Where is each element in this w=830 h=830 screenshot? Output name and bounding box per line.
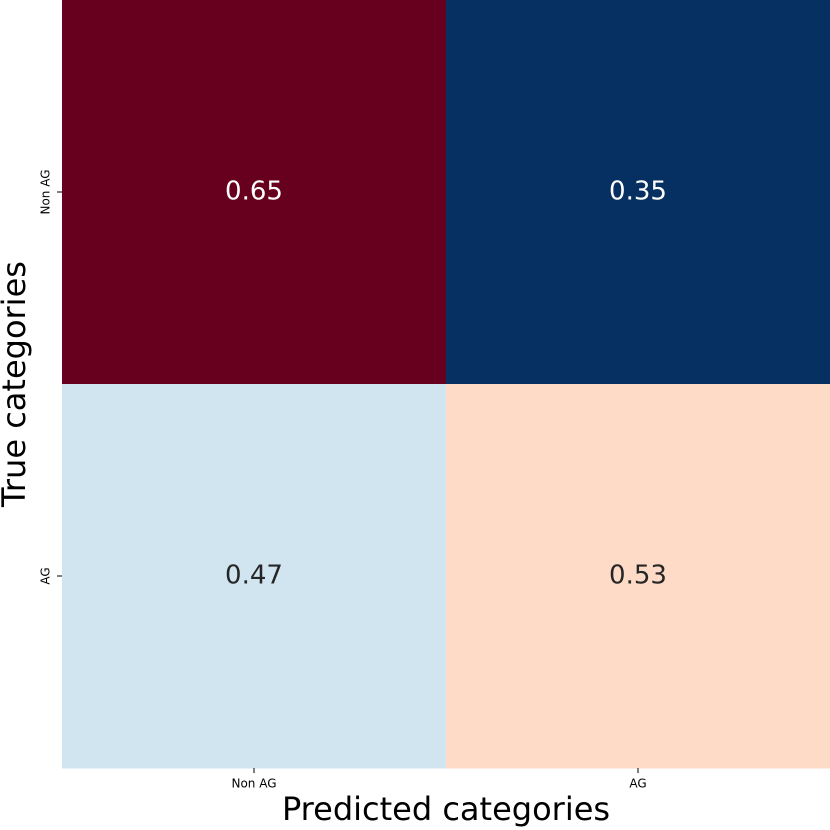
heatmap-cell [446,0,830,385]
x-tick-label: AG [629,777,646,791]
heatmap-cell [62,384,447,769]
cell-label: 0.53 [609,561,667,591]
cell-label: 0.47 [225,561,283,591]
y-axis-label: True categories [0,261,33,508]
x-tick-label: Non AG [231,777,276,791]
x-axis-label: Predicted categories [282,790,610,828]
y-tick-label: Non AG [39,169,53,214]
cell-label: 0.65 [225,177,283,207]
heatmap-cell [446,384,830,769]
cell-label: 0.35 [609,177,667,207]
y-tick-label: AG [39,567,53,584]
heatmap-cell [62,0,447,385]
